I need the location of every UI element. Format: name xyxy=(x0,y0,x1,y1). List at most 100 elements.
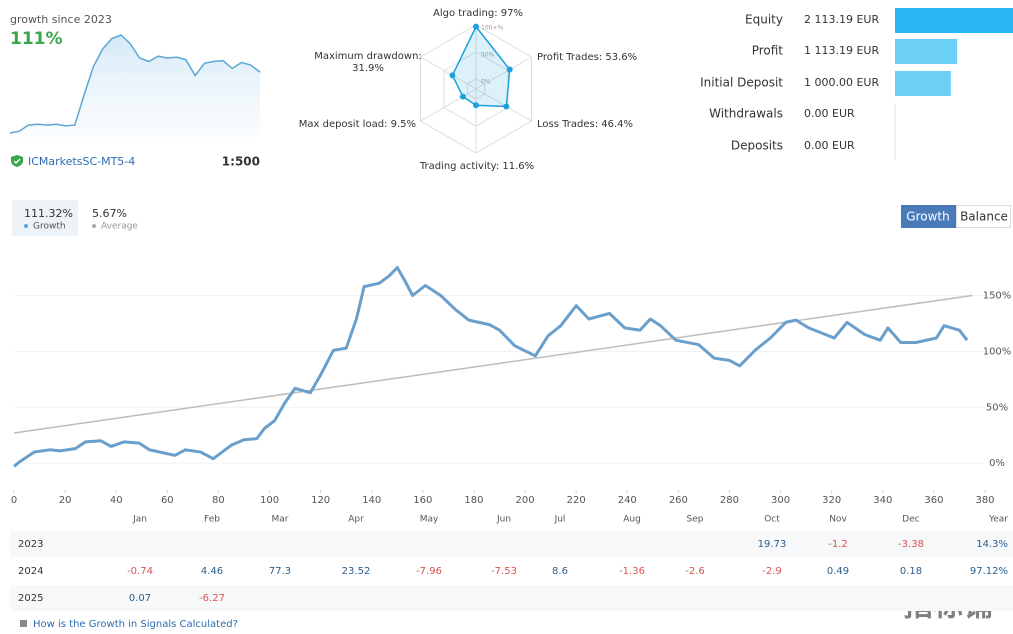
x-tick-label: 280 xyxy=(720,495,739,506)
verified-icon xyxy=(11,155,23,167)
month-header: Aug xyxy=(623,515,641,525)
table-cell: -2.9 xyxy=(762,566,782,577)
help-link[interactable]: How is the Growth in Signals Calculated? xyxy=(33,619,238,630)
x-tick-label: 260 xyxy=(669,495,688,506)
bar-value-label: 0.00 EUR xyxy=(804,139,855,152)
table-cell: 19.73 xyxy=(758,539,787,550)
x-tick-label: 80 xyxy=(212,495,225,506)
bar-category: Deposits xyxy=(731,139,783,153)
month-header: Feb xyxy=(204,515,220,525)
stat-value[interactable]: 5.67% xyxy=(92,207,127,220)
table-cell: -6.27 xyxy=(199,593,225,604)
table-cell: -0.74 xyxy=(127,566,153,577)
help-icon xyxy=(20,620,27,627)
x-tick-label: 100 xyxy=(260,495,279,506)
x-tick-label: 300 xyxy=(771,495,790,506)
balance-button[interactable] xyxy=(956,205,1011,228)
radar-label: Max deposit load: 9.5% xyxy=(299,119,416,130)
growth-value: 111% xyxy=(10,29,63,49)
radar-point xyxy=(473,102,479,109)
y-tick-label: 0% xyxy=(989,458,1005,469)
y-tick-label: 100% xyxy=(983,346,1012,357)
radar-spoke xyxy=(420,88,477,122)
server-name[interactable]: ICMarketsSC-MT5-4 xyxy=(28,155,135,168)
stat-value: 111.32% xyxy=(24,207,73,220)
radar-spoke xyxy=(475,56,532,90)
radar-spoke xyxy=(420,56,477,90)
trend-line xyxy=(13,294,973,434)
table-cell: -3.38 xyxy=(898,539,924,550)
x-tick-label: 320 xyxy=(822,495,841,506)
spark-line xyxy=(9,34,261,134)
x-tick-label: 180 xyxy=(464,495,483,506)
table-cell: -2.6 xyxy=(685,566,705,577)
radar-label: Maximum drawdown: 31.9% xyxy=(314,51,422,74)
x-tick-label: 200 xyxy=(516,495,535,506)
table-cell: 0.07 xyxy=(129,593,151,604)
bar xyxy=(895,71,951,96)
table-cell: -1.36 xyxy=(619,566,645,577)
bar-value-label: 1 000.00 EUR xyxy=(804,76,879,89)
radar-point xyxy=(506,66,513,73)
x-tick-label: 20 xyxy=(59,495,72,506)
table-cell: 14.3% xyxy=(976,539,1008,550)
y-tick-label: 150% xyxy=(983,291,1012,302)
month-header: Dec xyxy=(902,515,919,525)
month-header: Mar xyxy=(272,515,289,525)
bar-value-label: 0.00 EUR xyxy=(804,107,855,120)
growth-line xyxy=(13,266,969,468)
table-cell: -7.96 xyxy=(416,566,442,577)
radar-spoke xyxy=(475,88,532,122)
bar-category: Initial Deposit xyxy=(700,76,783,90)
year-label: 2023 xyxy=(18,539,43,550)
radar-tick-label: 100+% xyxy=(481,25,503,32)
table-cell: 8.6 xyxy=(552,566,568,577)
table-cell: 23.52 xyxy=(342,566,371,577)
bar xyxy=(895,8,1013,33)
table-cell: 77.3 xyxy=(269,566,291,577)
stat-tab-active[interactable] xyxy=(12,200,78,236)
table-cell: 0.18 xyxy=(900,566,922,577)
month-header: Nov xyxy=(829,515,847,525)
radar-tick-label: 0% xyxy=(481,79,491,86)
year-label: 2025 xyxy=(18,593,43,604)
stat-dot xyxy=(92,224,96,228)
button-label: Balance xyxy=(960,210,1008,224)
stat-dot xyxy=(24,224,28,228)
button-label: Growth xyxy=(906,210,949,224)
y-tick-label: 50% xyxy=(986,402,1008,413)
bar xyxy=(895,39,958,64)
x-tick-label: 40 xyxy=(110,495,123,506)
radar-point xyxy=(449,72,456,79)
month-header: May xyxy=(420,515,439,525)
bar-category: Equity xyxy=(745,13,783,27)
stat-label: Average xyxy=(101,222,138,232)
bar-category: Withdrawals xyxy=(709,107,783,121)
x-tick-label: 120 xyxy=(311,495,330,506)
radar-label: Algo trading: 97% xyxy=(433,8,523,19)
year-label: 2024 xyxy=(18,566,43,577)
month-header: Year xyxy=(988,515,1008,525)
x-tick-label: 380 xyxy=(975,495,994,506)
month-header: Apr xyxy=(348,515,364,525)
radar-point xyxy=(473,23,479,30)
month-header: Jun xyxy=(496,515,511,525)
table-cell: -1.2 xyxy=(828,539,848,550)
x-tick-label: 60 xyxy=(161,495,174,506)
x-tick-label: 360 xyxy=(924,495,943,506)
x-tick-label: 240 xyxy=(618,495,637,506)
table-cell: 97.12% xyxy=(970,566,1008,577)
table-row xyxy=(10,558,1013,584)
spark-area xyxy=(10,35,260,137)
growth-button[interactable] xyxy=(901,205,956,228)
month-header: Oct xyxy=(764,515,780,525)
table-row xyxy=(10,585,1013,611)
radar-tick-label: 50% xyxy=(481,52,495,59)
stat-label: Growth xyxy=(33,222,66,232)
x-tick-label: 140 xyxy=(362,495,381,506)
table-cell: 4.46 xyxy=(201,566,223,577)
month-header: Jul xyxy=(554,515,566,525)
radar-label: Profit Trades: 53.6% xyxy=(537,52,637,63)
